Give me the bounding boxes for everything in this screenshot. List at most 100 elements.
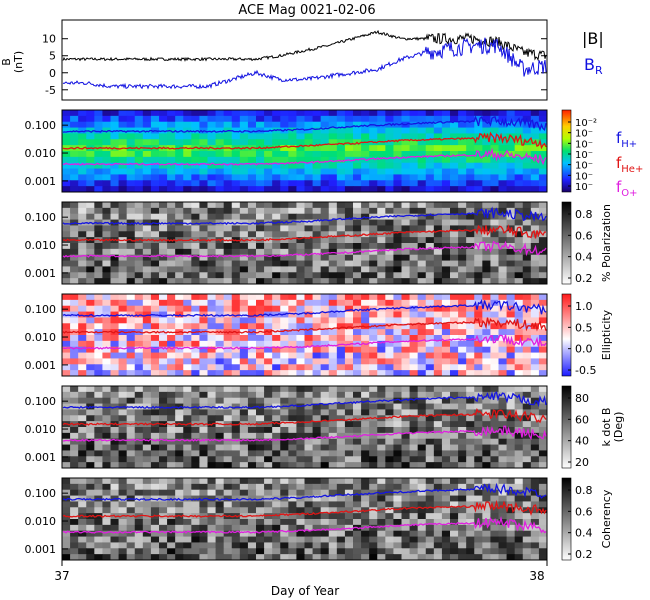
ellip-cell [304, 323, 314, 330]
polar-cell [409, 202, 419, 209]
kdotb-cell [320, 421, 330, 428]
ellip-cell [474, 329, 483, 336]
coher-cell [296, 548, 305, 555]
polar-cell [344, 213, 354, 221]
ellip-cell [62, 299, 71, 307]
polar-cell [538, 254, 548, 262]
ellip-cell [482, 340, 491, 348]
ellip-cell [86, 370, 95, 377]
polar-cell [450, 213, 459, 221]
coher-cell [280, 530, 289, 538]
ellip-cbar-label: 0.0 [575, 343, 593, 356]
ellip-cell [215, 335, 225, 342]
power-cell [312, 162, 322, 170]
coher-cell [425, 542, 435, 549]
coher-cell [425, 524, 435, 532]
polar-cell [207, 202, 217, 209]
power-cell [94, 186, 103, 193]
ellip-cell [62, 317, 71, 324]
ellip-cell [441, 323, 451, 330]
power-cell [466, 133, 475, 140]
ellip-cell [514, 317, 524, 324]
kdotb-cell [377, 456, 386, 463]
kdotb-cell [409, 450, 419, 457]
ellip-cell [466, 346, 475, 354]
ellip-cell [256, 294, 265, 301]
coher-cell [409, 530, 419, 538]
power-cell [490, 121, 499, 129]
ellip-cell [417, 335, 427, 342]
polar-cell [328, 272, 338, 279]
polar-cell [231, 231, 241, 238]
coher-cell [344, 501, 354, 508]
polar-cell [393, 237, 402, 244]
ellip-cell [482, 299, 491, 307]
coher-cell [353, 501, 362, 508]
ellip-cell [361, 364, 370, 371]
ellip-cell [62, 370, 71, 377]
power-cell [247, 127, 257, 134]
ellip-cell [231, 294, 241, 301]
power-cell [522, 174, 532, 181]
polar-cell [264, 207, 273, 215]
coher-cell [433, 519, 443, 526]
polar-cell [393, 266, 402, 273]
ellip-cell [458, 340, 467, 348]
power-cell [86, 127, 95, 134]
power-cell [102, 115, 111, 123]
ellip-cell [126, 299, 136, 307]
ellip-cell [506, 323, 516, 330]
kdotb-cell [385, 444, 394, 451]
polar-cell [183, 260, 192, 267]
kdotb-cell [159, 444, 168, 451]
kdotb-cell [288, 427, 297, 434]
polar-cell [361, 260, 370, 267]
ellip-cell [167, 346, 176, 354]
power-cell [264, 110, 273, 117]
coher-cell [191, 478, 200, 485]
polar-cell [215, 207, 225, 215]
polar-cell [239, 243, 249, 250]
ellip-cell [482, 358, 491, 365]
polar-cell [126, 278, 136, 285]
kdotb-cell [223, 438, 233, 446]
power-cell [538, 133, 548, 140]
polar-cell [433, 243, 443, 250]
coher-cell [336, 536, 346, 543]
polar-cell [142, 202, 152, 209]
polar-cell [223, 248, 233, 256]
coher-cell [490, 536, 499, 543]
power-cell [514, 121, 524, 129]
coher-cell [70, 548, 79, 555]
ellip-cell [312, 358, 322, 365]
coher-cell [167, 501, 176, 508]
polar-cell [199, 266, 208, 273]
power-cell [441, 151, 451, 158]
ellip-cell [256, 352, 265, 359]
power-cell [498, 121, 508, 129]
power-cell [320, 156, 330, 164]
power-cell [433, 139, 443, 146]
polar-cell [458, 213, 467, 221]
ellip-cell [296, 370, 305, 377]
polar-cell [134, 225, 144, 232]
power-cell [385, 127, 394, 134]
kdotb-cell [401, 456, 411, 463]
coher-cell [482, 513, 491, 520]
power-cell [466, 115, 475, 123]
ellip-cell [417, 329, 427, 336]
ellip-cell [126, 335, 136, 342]
coher-cell [474, 548, 483, 555]
kdotb-cell [215, 397, 225, 405]
coher-cell [256, 548, 265, 555]
power-cell [280, 121, 289, 129]
coher-cell [498, 536, 508, 543]
kdotb-cell [417, 438, 427, 446]
power-cell [142, 110, 152, 117]
polar-cell [538, 202, 548, 209]
power-cell [86, 180, 95, 187]
power-cell [336, 180, 346, 187]
kdotb-cell [530, 386, 540, 393]
ellip-cell [522, 352, 532, 359]
coher-cell [239, 501, 249, 508]
